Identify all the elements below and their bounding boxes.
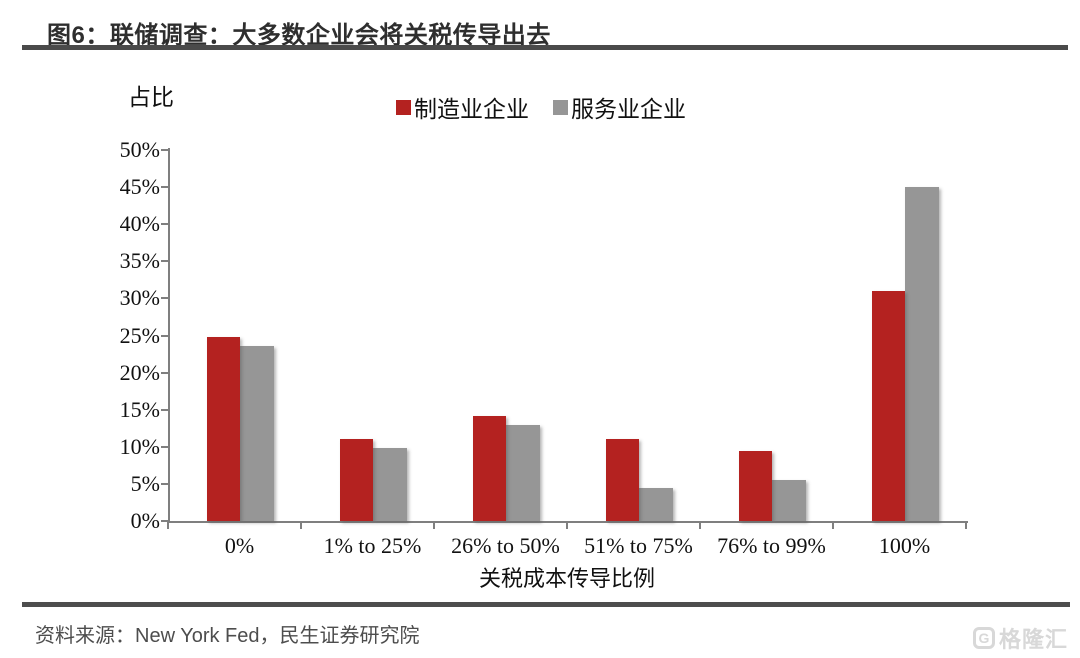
y-axis-tick-mark (161, 371, 168, 374)
source-note: 资料来源：New York Fed，民生证券研究院 (35, 625, 420, 647)
x-axis-category-label: 0% (224, 533, 255, 558)
bar-services (372, 448, 407, 521)
y-axis-tick-label: 20% (119, 359, 160, 385)
y-axis-tick-mark (161, 445, 168, 448)
bar-manufacturing (339, 439, 373, 521)
bar-services (904, 187, 939, 521)
legend-swatch (553, 99, 568, 115)
x-axis-tick-mark (965, 521, 967, 529)
x-axis-category-label: 100% (878, 533, 931, 558)
y-axis-tick-label: 40% (119, 211, 160, 237)
bar-services (505, 424, 540, 521)
chart-legend: 制造业企业 服务业企业 (396, 90, 686, 124)
y-axis-tick-mark (161, 186, 168, 189)
x-axis-category-label: 26% to 50% (451, 533, 560, 558)
x-axis-tick-mark (433, 521, 435, 529)
y-axis-tick-label: 25% (119, 322, 160, 348)
y-axis-tick-label: 10% (119, 433, 160, 459)
legend-item-manufacturing: 制造业企业 (396, 90, 529, 124)
bar-manufacturing (871, 290, 905, 521)
x-axis-line (168, 521, 968, 523)
figure-title: 图6：联储调查：大多数企业会将关税传导出去 (47, 22, 551, 49)
bar-manufacturing (738, 450, 772, 521)
y-axis-line (168, 148, 170, 523)
bar-services (638, 487, 673, 521)
y-axis-tick-label: 50% (119, 137, 160, 162)
title-underline-rule (22, 45, 1068, 50)
watermark-logo-icon: G (972, 627, 995, 649)
y-axis-tick-mark (161, 149, 168, 151)
bar-manufacturing (206, 336, 240, 521)
bar-manufacturing (472, 415, 506, 521)
y-axis-tick-mark (161, 408, 168, 411)
watermark-logo-text: 格隆汇 (998, 627, 1068, 652)
y-axis-tick-label: 15% (119, 396, 160, 422)
y-axis-tick-mark (161, 334, 168, 337)
bar-manufacturing (605, 439, 639, 521)
y-axis-tick-label: 0% (130, 508, 160, 533)
x-axis-tick-mark (699, 521, 701, 529)
x-axis-category-label: 1% to 25% (323, 533, 422, 558)
y-axis-tick-label: 35% (119, 248, 160, 274)
y-axis-tick-label: 45% (119, 174, 160, 200)
y-axis-tick-mark (161, 260, 168, 263)
y-axis-tick-label: 5% (130, 470, 160, 496)
legend-label: 服务业企业 (571, 97, 686, 122)
legend-swatch (396, 99, 411, 115)
y-axis-tick-mark (161, 223, 168, 226)
legend-item-services: 服务业企业 (553, 90, 686, 124)
x-axis-tick-mark (167, 521, 169, 529)
bar-services (239, 345, 274, 521)
y-axis-tick-mark (161, 482, 168, 485)
x-axis-tick-mark (566, 521, 568, 529)
bar-services (771, 480, 806, 521)
y-axis-title: 占比 (128, 85, 174, 110)
x-axis-category-label: 76% to 99% (717, 533, 826, 558)
site-watermark: G 格隆汇 (972, 622, 1068, 654)
x-axis-category-label: 51% to 75% (584, 533, 693, 558)
y-axis-tick-label: 30% (119, 285, 160, 311)
x-axis-tick-mark (300, 521, 302, 529)
x-axis-title: 关税成本传导比例 (478, 566, 655, 591)
legend-label: 制造业企业 (414, 97, 529, 122)
source-divider-rule (22, 602, 1070, 607)
x-axis-tick-mark (832, 521, 834, 529)
bar-chart: 占比 制造业企业 服务业企业 0% 5% 10% 15% 20% 25% 30% 35% 40% 4… (119, 85, 968, 591)
y-axis-tick-mark (161, 297, 168, 300)
y-axis-tick-mark (161, 520, 168, 522)
